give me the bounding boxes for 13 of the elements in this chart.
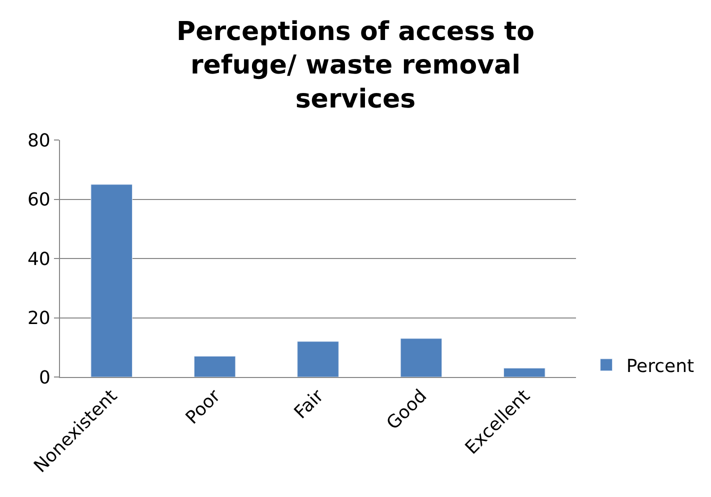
bar: [297, 341, 339, 377]
y-tick-label: 60: [27, 190, 50, 211]
chart-title: Perceptions of access to refuge/ waste removal services: [176, 16, 534, 114]
y-tick-label: 80: [27, 130, 50, 152]
y-tick-label: 20: [27, 308, 50, 330]
bar: [194, 356, 236, 377]
bar: [90, 184, 132, 377]
y-tick-label: 0: [38, 367, 50, 388]
bar: [400, 338, 442, 377]
legend-label: Percent: [626, 356, 694, 377]
bar: [504, 368, 546, 377]
y-tick-label: 40: [27, 248, 50, 270]
x-tick-label: Fair: [290, 385, 328, 424]
